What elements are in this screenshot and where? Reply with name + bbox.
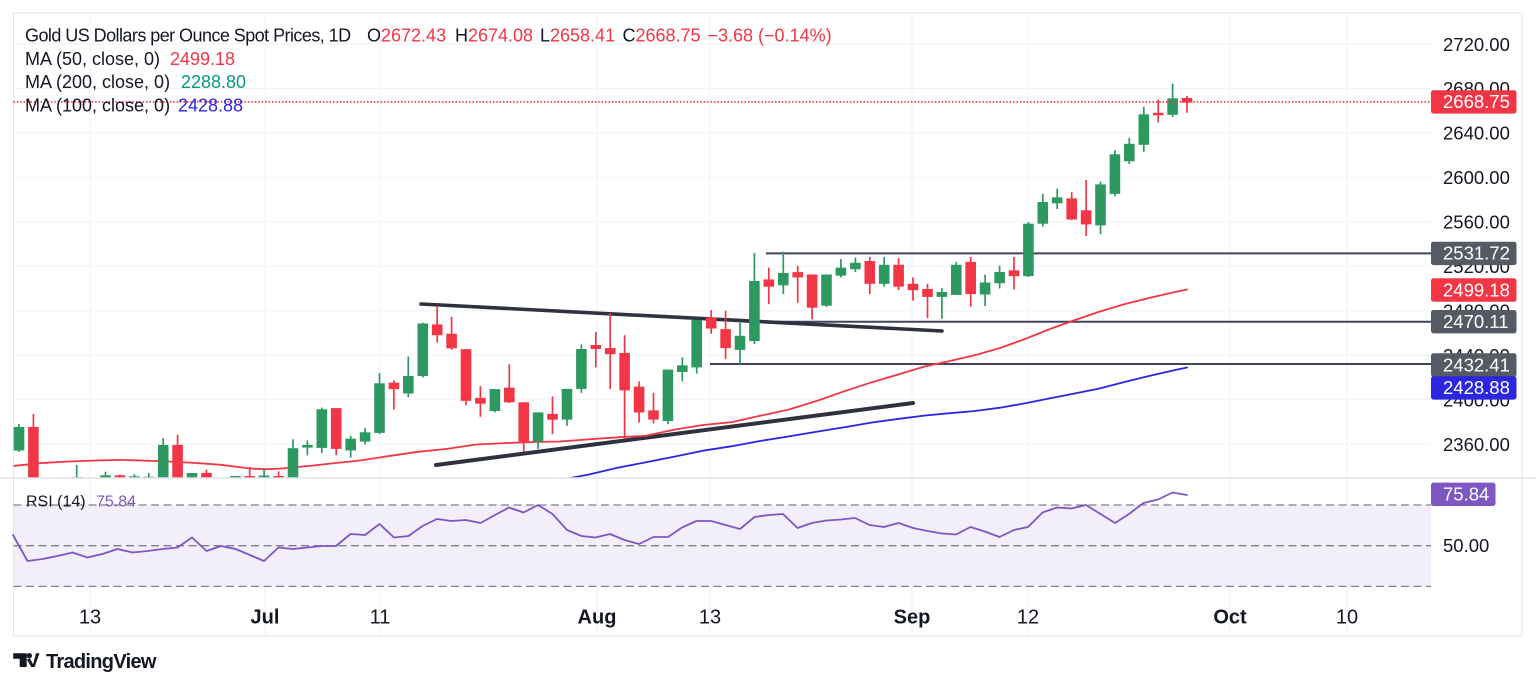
svg-text:C2668.75: C2668.75 [623, 26, 701, 46]
svg-text:50.00: 50.00 [1443, 535, 1489, 556]
svg-text:MA (200, close, 0): MA (200, close, 0) [25, 72, 170, 92]
svg-text:Oct: Oct [1213, 606, 1247, 628]
svg-text:RSI (14): RSI (14) [26, 494, 86, 511]
svg-text:2470.11: 2470.11 [1443, 311, 1509, 332]
svg-text:−3.68 (−0.14%): −3.68 (−0.14%) [708, 26, 832, 46]
svg-text:10: 10 [1336, 606, 1358, 628]
svg-text:Gold US Dollars per Ounce Spot: Gold US Dollars per Ounce Spot Prices, 1… [25, 26, 351, 46]
svg-text:2499.18: 2499.18 [170, 49, 235, 69]
svg-text:13: 13 [79, 606, 101, 628]
svg-text:Sep: Sep [894, 606, 931, 628]
svg-text:Aug: Aug [578, 606, 617, 628]
svg-text:2499.18: 2499.18 [1443, 279, 1510, 300]
svg-text:L2658.41: L2658.41 [540, 26, 615, 46]
svg-text:Jul: Jul [251, 606, 280, 628]
svg-text:MA (100, close, 0): MA (100, close, 0) [25, 95, 170, 115]
svg-text:2428.88: 2428.88 [178, 95, 243, 115]
svg-text:2360.00: 2360.00 [1443, 434, 1510, 455]
svg-text:2668.75: 2668.75 [1443, 91, 1510, 112]
svg-text:13: 13 [699, 606, 721, 628]
svg-text:2560.00: 2560.00 [1443, 212, 1510, 233]
svg-text:2432.41: 2432.41 [1443, 354, 1510, 375]
svg-text:2640.00: 2640.00 [1443, 123, 1510, 144]
svg-text:75.84: 75.84 [1443, 484, 1489, 505]
svg-text:H2674.08: H2674.08 [455, 26, 533, 46]
svg-text:2428.88: 2428.88 [1443, 377, 1510, 398]
svg-text:2531.72: 2531.72 [1443, 243, 1510, 264]
svg-text:MA (50, close, 0): MA (50, close, 0) [25, 49, 160, 69]
svg-text:O2672.43: O2672.43 [367, 26, 446, 46]
svg-text:TradingView: TradingView [46, 651, 157, 673]
svg-text:11: 11 [370, 606, 391, 628]
svg-text:75.84: 75.84 [96, 494, 136, 511]
svg-text:12: 12 [1017, 606, 1039, 628]
svg-text:2600.00: 2600.00 [1443, 167, 1510, 188]
svg-text:2288.80: 2288.80 [181, 72, 246, 92]
svg-text:2720.00: 2720.00 [1443, 34, 1510, 55]
